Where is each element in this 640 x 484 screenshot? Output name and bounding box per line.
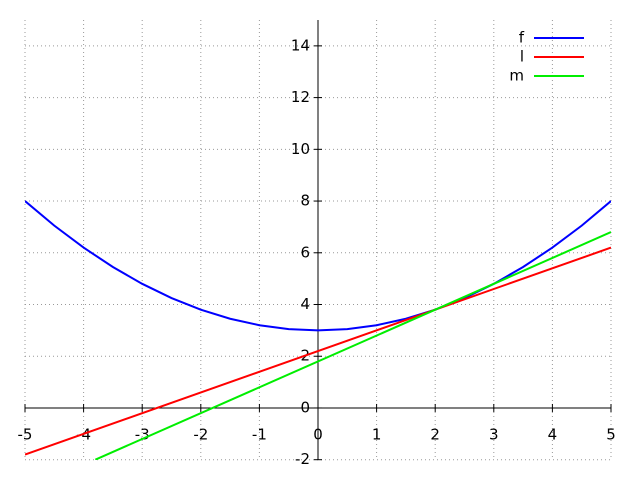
legend-label: f [519,29,525,47]
legend-label: l [520,48,524,66]
y-tick-label: 8 [300,192,310,210]
series-line [94,231,611,460]
x-tick-label: 3 [489,425,499,443]
y-tick-label: 12 [291,88,310,106]
x-tick-label: 5 [606,425,616,443]
legend-label: m [509,67,524,85]
y-tick-label: 6 [300,243,310,261]
y-tick-label: 10 [291,140,310,158]
x-tick-label: -3 [135,425,150,443]
series-line [25,246,611,456]
x-tick-label: -1 [252,425,267,443]
series-line [25,200,611,332]
y-tick-label: -2 [295,450,310,468]
x-tick-label: -5 [18,425,33,443]
plot-area [25,200,611,460]
y-tick-label: 4 [300,295,310,313]
x-tick-label: -2 [193,425,208,443]
x-tick-label: 4 [548,425,558,443]
x-tick-label: 1 [372,425,382,443]
y-tick-label: 14 [291,36,310,54]
x-tick-label: 2 [430,425,440,443]
